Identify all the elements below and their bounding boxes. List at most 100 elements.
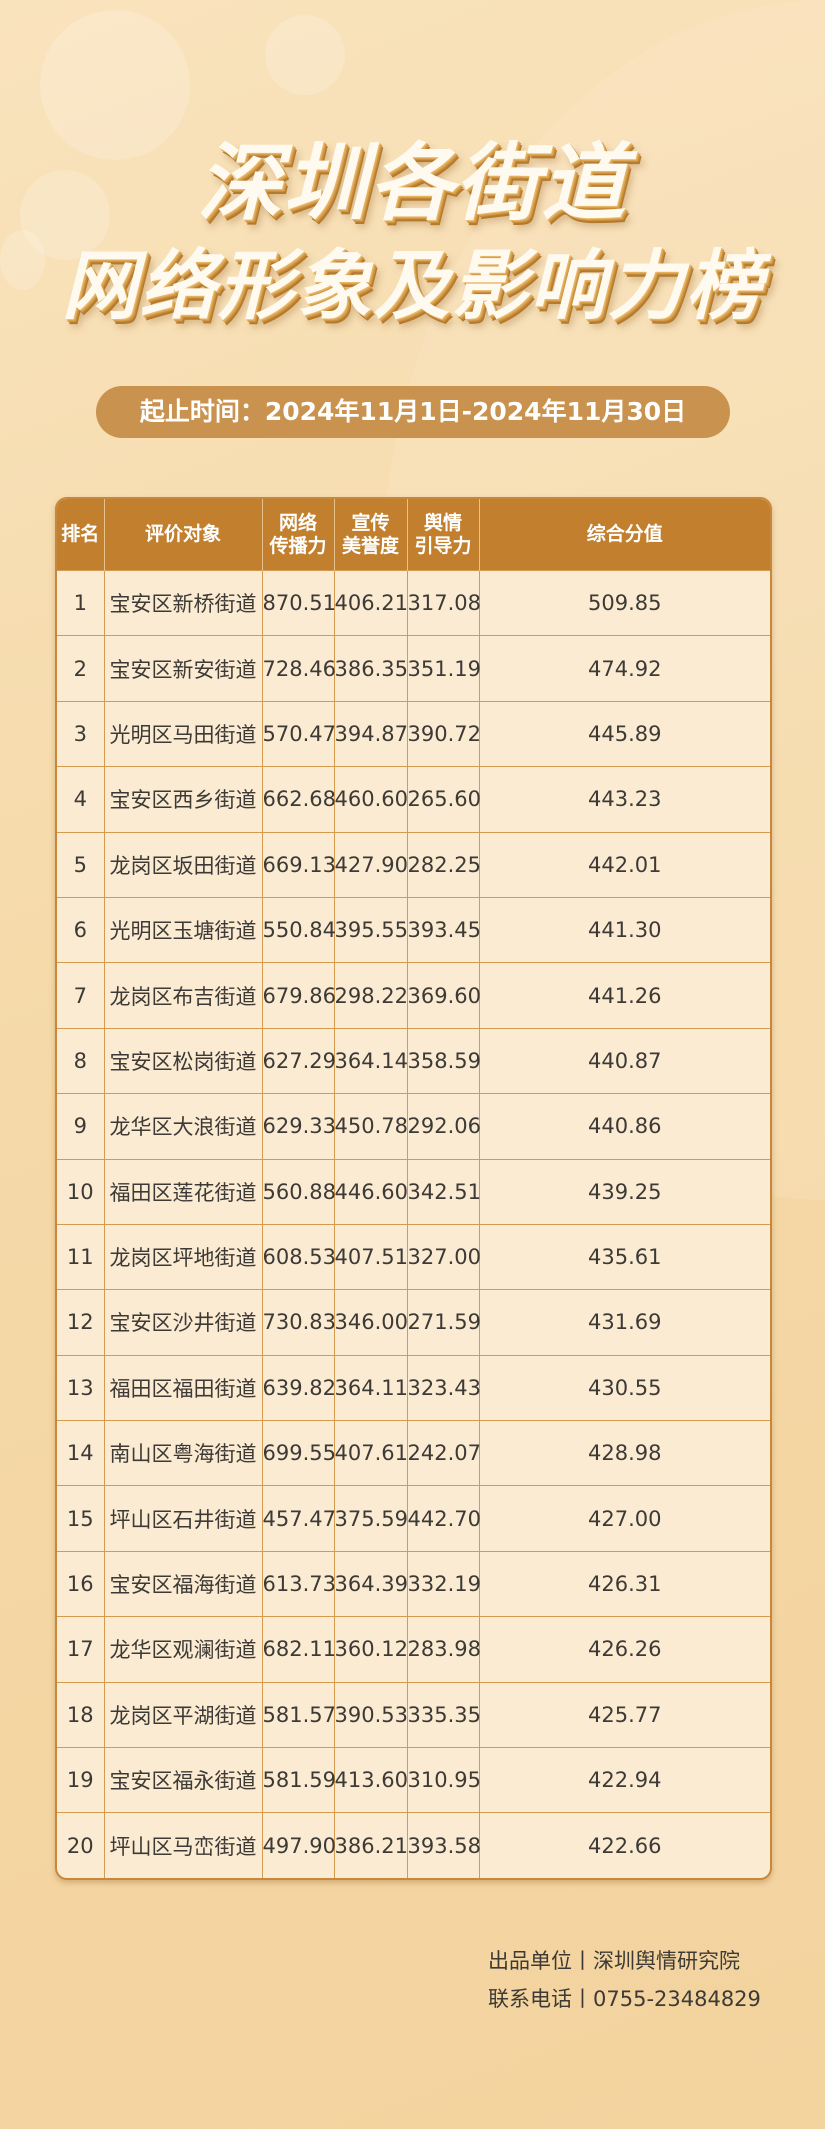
cell-network-spread: 570.47 [262, 700, 336, 767]
cell-network-spread: 560.88 [262, 1158, 336, 1225]
cell-opinion-guidance: 393.45 [407, 896, 481, 963]
cell-target: 龙华区观澜街道 [104, 1616, 263, 1683]
cell-target: 宝安区西乡街道 [104, 766, 263, 833]
table-row: 3 光明区马田街道 570.47 394.87 390.72 445.89 [57, 700, 770, 767]
cell-total-score: 509.85 [479, 569, 770, 636]
cell-rank: 15 [57, 1485, 105, 1552]
cell-rank: 2 [57, 635, 105, 702]
cell-network-spread: 550.84 [262, 896, 336, 963]
table-row: 17 龙华区观澜街道 682.11 360.12 283.98 426.26 [57, 1616, 770, 1683]
cell-total-score: 440.87 [479, 1027, 770, 1094]
cell-total-score: 431.69 [479, 1289, 770, 1356]
cell-target: 宝安区新安街道 [104, 635, 263, 702]
cell-target: 光明区玉塘街道 [104, 896, 263, 963]
cell-publicity-reputation: 386.35 [334, 635, 408, 702]
cell-total-score: 428.98 [479, 1420, 770, 1486]
cell-publicity-reputation: 390.53 [334, 1681, 408, 1748]
cell-publicity-reputation: 364.14 [334, 1027, 408, 1094]
cell-rank: 12 [57, 1289, 105, 1356]
cell-rank: 17 [57, 1616, 105, 1683]
footer: 出品单位丨深圳舆情研究院 联系电话丨0755-23484829 [488, 1942, 761, 2018]
cell-opinion-guidance: 265.60 [407, 766, 481, 833]
table-header-row: 排名 评价对象 网络 传播力 宣传 美誉度 舆情 引导力 综合分值 [57, 499, 770, 571]
table-row: 14 南山区粤海街道 699.55 407.61 242.07 428.98 [57, 1420, 770, 1486]
header-network-spread: 网络 传播力 [262, 499, 335, 571]
share-decoration [0, 230, 45, 290]
cell-target: 龙岗区平湖街道 [104, 1681, 263, 1748]
cell-publicity-reputation: 346.00 [334, 1289, 408, 1356]
cell-target: 龙岗区坂田街道 [104, 831, 263, 898]
header-publicity-reputation: 宣传 美誉度 [334, 499, 408, 571]
ranking-table: 排名 评价对象 网络 传播力 宣传 美誉度 舆情 引导力 综合分值 1 宝安区新桥街道 870… [55, 497, 772, 1880]
table-row: 16 宝安区福海街道 613.73 364.39 332.19 426.31 [57, 1550, 770, 1617]
cell-network-spread: 608.53 [262, 1223, 336, 1290]
cell-rank: 19 [57, 1747, 105, 1813]
cell-publicity-reputation: 407.61 [334, 1420, 408, 1486]
table-row: 6 光明区玉塘街道 550.84 395.55 393.45 441.30 [57, 896, 770, 963]
cell-opinion-guidance: 317.08 [407, 569, 481, 636]
phone-decoration [265, 15, 345, 95]
table-row: 4 宝安区西乡街道 662.68 460.60 265.60 443.23 [57, 766, 770, 833]
table-row: 19 宝安区福永街道 581.59 413.60 310.95 422.94 [57, 1747, 770, 1813]
table-row: 11 龙岗区坪地街道 608.53 407.51 327.00 435.61 [57, 1223, 770, 1290]
cell-publicity-reputation: 364.39 [334, 1550, 408, 1617]
cell-total-score: 445.89 [479, 700, 770, 767]
date-range-pill: 起止时间：2024年11月1日-2024年11月30日 [96, 386, 730, 438]
table-row: 13 福田区福田街道 639.82 364.11 323.43 430.55 [57, 1354, 770, 1421]
cell-opinion-guidance: 442.70 [407, 1485, 481, 1552]
table-row: 5 龙岗区坂田街道 669.13 427.90 282.25 442.01 [57, 831, 770, 898]
header-rank: 排名 [57, 499, 105, 571]
cell-network-spread: 870.51 [262, 569, 336, 636]
table-row: 15 坪山区石井街道 457.47 375.59 442.70 427.00 [57, 1485, 770, 1552]
cell-opinion-guidance: 358.59 [407, 1027, 481, 1094]
table-row: 12 宝安区沙井街道 730.83 346.00 271.59 431.69 [57, 1289, 770, 1356]
cell-network-spread: 627.29 [262, 1027, 336, 1094]
producer-text: 出品单位丨深圳舆情研究院 [488, 1949, 740, 1973]
cell-opinion-guidance: 351.19 [407, 635, 481, 702]
cell-network-spread: 457.47 [262, 1485, 336, 1552]
cell-network-spread: 629.33 [262, 1093, 336, 1160]
cell-network-spread: 728.46 [262, 635, 336, 702]
cell-total-score: 443.23 [479, 766, 770, 833]
cell-rank: 10 [57, 1158, 105, 1225]
cell-publicity-reputation: 427.90 [334, 831, 408, 898]
cell-total-score: 440.86 [479, 1093, 770, 1160]
table-row: 18 龙岗区平湖街道 581.57 390.53 335.35 425.77 [57, 1681, 770, 1748]
cell-target: 龙岗区坪地街道 [104, 1223, 263, 1290]
cell-network-spread: 679.86 [262, 962, 336, 1029]
cell-rank: 11 [57, 1223, 105, 1290]
cell-opinion-guidance: 390.72 [407, 700, 481, 767]
cell-publicity-reputation: 375.59 [334, 1485, 408, 1552]
cell-network-spread: 581.59 [262, 1747, 336, 1813]
cell-target: 宝安区新桥街道 [104, 569, 263, 636]
cell-target: 龙华区大浪街道 [104, 1093, 263, 1160]
cell-target: 坪山区石井街道 [104, 1485, 263, 1552]
cell-opinion-guidance: 327.00 [407, 1223, 481, 1290]
cell-network-spread: 613.73 [262, 1550, 336, 1617]
cell-target: 宝安区福海街道 [104, 1550, 263, 1617]
cell-publicity-reputation: 450.78 [334, 1093, 408, 1160]
cell-target: 坪山区马峦街道 [104, 1812, 263, 1878]
cell-rank: 13 [57, 1354, 105, 1421]
cell-target: 龙岗区布吉街道 [104, 962, 263, 1029]
title-line-1: 深圳各街道 [197, 134, 628, 232]
cell-target: 福田区福田街道 [104, 1354, 263, 1421]
cell-total-score: 439.25 [479, 1158, 770, 1225]
cell-network-spread: 682.11 [262, 1616, 336, 1683]
cell-rank: 6 [57, 896, 105, 963]
cell-network-spread: 662.68 [262, 766, 336, 833]
header-target: 评价对象 [104, 499, 263, 571]
phone-text: 联系电话丨0755-23484829 [488, 1987, 761, 2011]
cell-network-spread: 669.13 [262, 831, 336, 898]
cell-rank: 3 [57, 700, 105, 767]
cell-publicity-reputation: 413.60 [334, 1747, 408, 1813]
cell-total-score: 442.01 [479, 831, 770, 898]
cell-target: 宝安区沙井街道 [104, 1289, 263, 1356]
cell-target: 宝安区松岗街道 [104, 1027, 263, 1094]
cloud-decoration [20, 170, 110, 260]
cell-publicity-reputation: 407.51 [334, 1223, 408, 1290]
cell-opinion-guidance: 342.51 [407, 1158, 481, 1225]
cell-network-spread: 730.83 [262, 1289, 336, 1356]
cell-opinion-guidance: 282.25 [407, 831, 481, 898]
cell-total-score: 425.77 [479, 1681, 770, 1748]
